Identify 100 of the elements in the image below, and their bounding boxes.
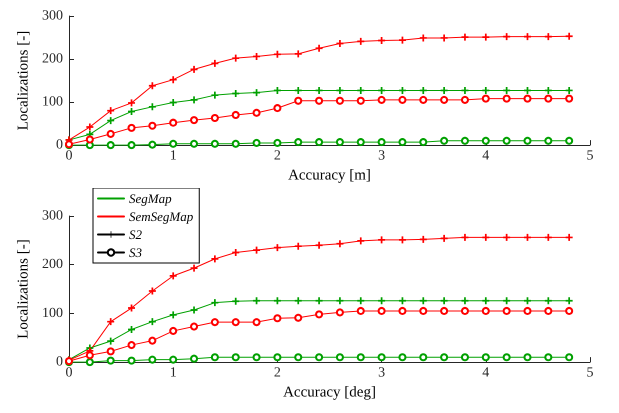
point [461, 234, 468, 241]
point [274, 297, 281, 304]
point [106, 356, 115, 365]
point [252, 108, 261, 117]
point [420, 297, 427, 304]
point [211, 299, 218, 306]
point [544, 86, 552, 94]
point [461, 86, 468, 94]
x-tick-label: 2 [274, 148, 281, 164]
point [398, 297, 406, 304]
point [482, 297, 490, 304]
point [316, 297, 323, 304]
point [210, 140, 219, 148]
point [482, 94, 490, 103]
point [315, 138, 324, 146]
point [315, 310, 324, 318]
point [336, 96, 344, 105]
y-axis-title: Localizations [-] [16, 239, 32, 339]
point [503, 86, 510, 94]
point [460, 136, 469, 145]
point [357, 38, 364, 45]
point [461, 297, 468, 304]
point [253, 246, 260, 254]
point [294, 50, 302, 58]
point [357, 86, 364, 94]
point [232, 110, 240, 119]
point [336, 138, 344, 146]
point [523, 353, 532, 362]
point [252, 353, 261, 362]
point [148, 140, 156, 149]
point [378, 37, 386, 44]
point [356, 138, 365, 146]
point [190, 354, 198, 363]
point [336, 297, 344, 304]
point [524, 33, 531, 40]
point [356, 306, 365, 315]
point [294, 86, 302, 94]
point [210, 318, 219, 326]
point [378, 297, 386, 304]
point [566, 234, 573, 241]
point [169, 356, 178, 364]
point [503, 234, 510, 241]
point [170, 311, 177, 318]
point [315, 96, 324, 105]
point [482, 34, 490, 41]
point [419, 138, 428, 146]
point [190, 116, 198, 124]
point [336, 353, 344, 362]
point [148, 356, 156, 364]
point [294, 353, 302, 362]
point [106, 130, 115, 138]
point [440, 353, 448, 362]
point [398, 236, 406, 244]
point [398, 138, 406, 146]
point [378, 353, 386, 362]
x-tick-label: 3 [378, 148, 386, 164]
legend-label: S2 [129, 227, 142, 242]
point [274, 244, 281, 252]
point [294, 242, 302, 250]
x-tick-label: 4 [482, 148, 490, 164]
x-axis-title: Accuracy [m] [288, 168, 371, 184]
point [482, 306, 490, 315]
point [420, 236, 427, 243]
point [336, 40, 344, 48]
point [460, 306, 469, 315]
x-tick-label: 2 [274, 366, 281, 381]
point [190, 66, 198, 73]
point [523, 306, 532, 315]
point [419, 306, 428, 315]
point [460, 353, 469, 362]
point [503, 297, 510, 304]
point [190, 264, 198, 272]
point [232, 140, 240, 148]
point [128, 99, 136, 106]
point [232, 90, 240, 97]
point [128, 341, 136, 350]
point [170, 76, 177, 84]
point [544, 94, 552, 103]
point [210, 114, 219, 122]
x-tick-label: 4 [482, 366, 490, 381]
point [107, 117, 114, 124]
point [211, 60, 218, 67]
point [106, 141, 115, 150]
point [378, 306, 386, 315]
point [148, 122, 156, 130]
point [378, 138, 386, 146]
point [440, 234, 448, 242]
point [523, 136, 532, 145]
x-tick-label: 3 [378, 366, 386, 381]
point [232, 249, 240, 256]
point [232, 54, 240, 62]
x-tick-label: 1 [170, 148, 177, 164]
x-tick-label: 5 [586, 366, 594, 381]
point [148, 288, 156, 294]
point [294, 138, 302, 146]
point [273, 314, 282, 322]
point [566, 32, 573, 40]
point [148, 336, 156, 345]
point [232, 318, 240, 326]
point [419, 353, 428, 362]
